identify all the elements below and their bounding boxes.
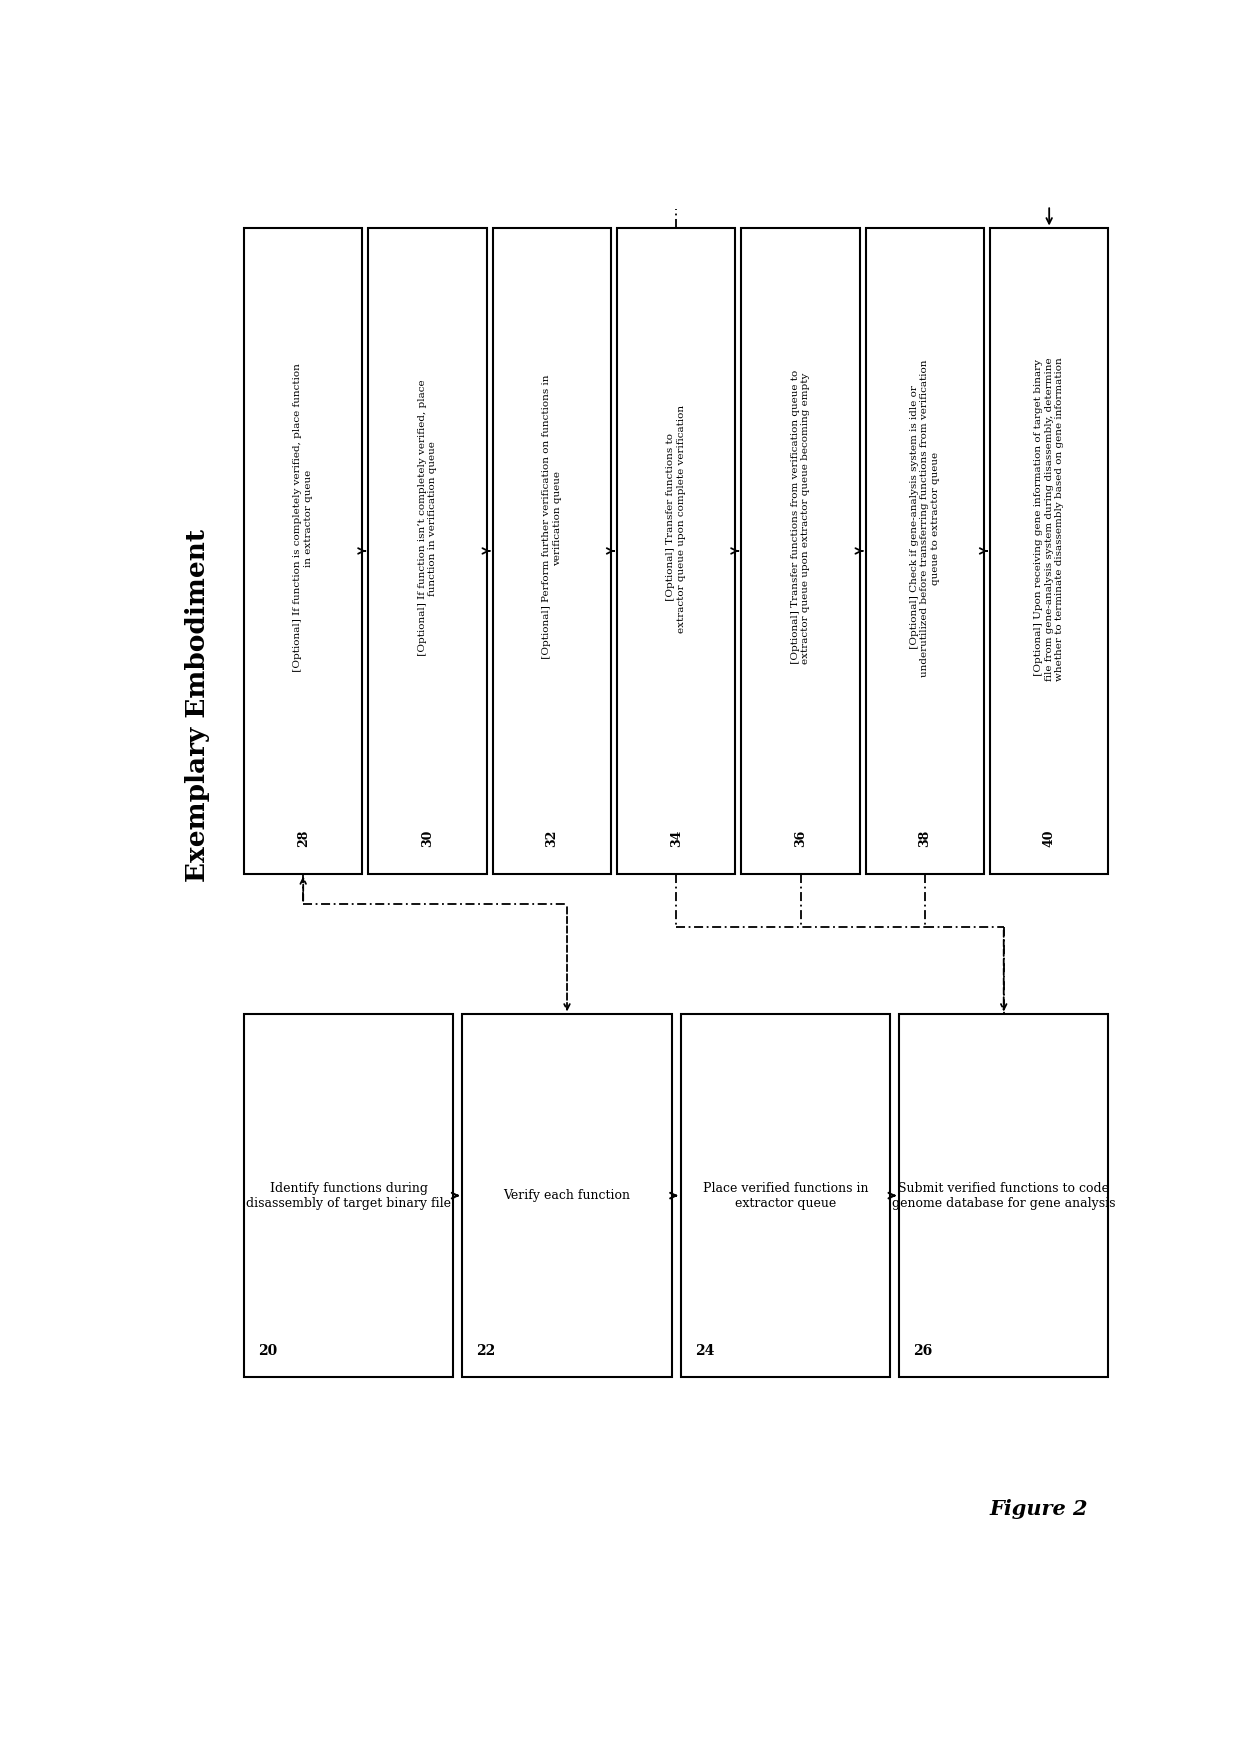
Text: Figure 2: Figure 2 — [990, 1499, 1087, 1518]
Text: [Optional] Check if gene-analysis system is idle or
underutilized before transfe: [Optional] Check if gene-analysis system… — [910, 361, 940, 678]
Text: 20: 20 — [258, 1344, 278, 1358]
Bar — [681, 1014, 890, 1377]
Text: [Optional] Transfer functions from verification queue to
extractor queue upon ex: [Optional] Transfer functions from verif… — [791, 370, 810, 668]
Bar — [742, 228, 859, 873]
Text: Verify each function: Verify each function — [503, 1189, 630, 1203]
Text: Exemplary Embodiment: Exemplary Embodiment — [185, 530, 210, 882]
Bar — [990, 228, 1109, 873]
Bar — [866, 228, 983, 873]
Text: Submit verified functions to code
genome database for gene analysis: Submit verified functions to code genome… — [892, 1182, 1116, 1210]
Text: 34: 34 — [670, 830, 683, 847]
Bar — [463, 1014, 672, 1377]
Text: Identify functions during
disassembly of target binary file: Identify functions during disassembly of… — [247, 1182, 451, 1210]
Text: 24: 24 — [694, 1344, 714, 1358]
Bar — [368, 228, 486, 873]
Text: [Optional] Perform further verification on functions in
verification queue: [Optional] Perform further verification … — [542, 375, 562, 662]
Text: Place verified functions in
extractor queue: Place verified functions in extractor qu… — [703, 1182, 868, 1210]
Bar — [244, 228, 362, 873]
Text: 32: 32 — [546, 830, 558, 847]
Text: 36: 36 — [794, 830, 807, 847]
Bar — [492, 228, 611, 873]
Text: 22: 22 — [476, 1344, 496, 1358]
Bar — [244, 1014, 453, 1377]
Text: 38: 38 — [919, 830, 931, 847]
Text: [Optional] If function is completely verified, place function
in extractor queue: [Optional] If function is completely ver… — [294, 363, 312, 675]
Bar — [618, 228, 735, 873]
Bar — [899, 1014, 1109, 1377]
Text: 40: 40 — [1043, 830, 1055, 847]
Text: 30: 30 — [422, 830, 434, 847]
Text: 26: 26 — [913, 1344, 932, 1358]
Text: [Optional] Upon receiving gene information of target binary
file from gene-analy: [Optional] Upon receiving gene informati… — [1034, 357, 1064, 680]
Text: [Optional] If function isn’t completely verified, place
function in verification: [Optional] If function isn’t completely … — [418, 378, 438, 659]
Text: 28: 28 — [296, 830, 310, 847]
Text: [Optional] Transfer functions to
extractor queue upon complete verification: [Optional] Transfer functions to extract… — [666, 404, 686, 633]
